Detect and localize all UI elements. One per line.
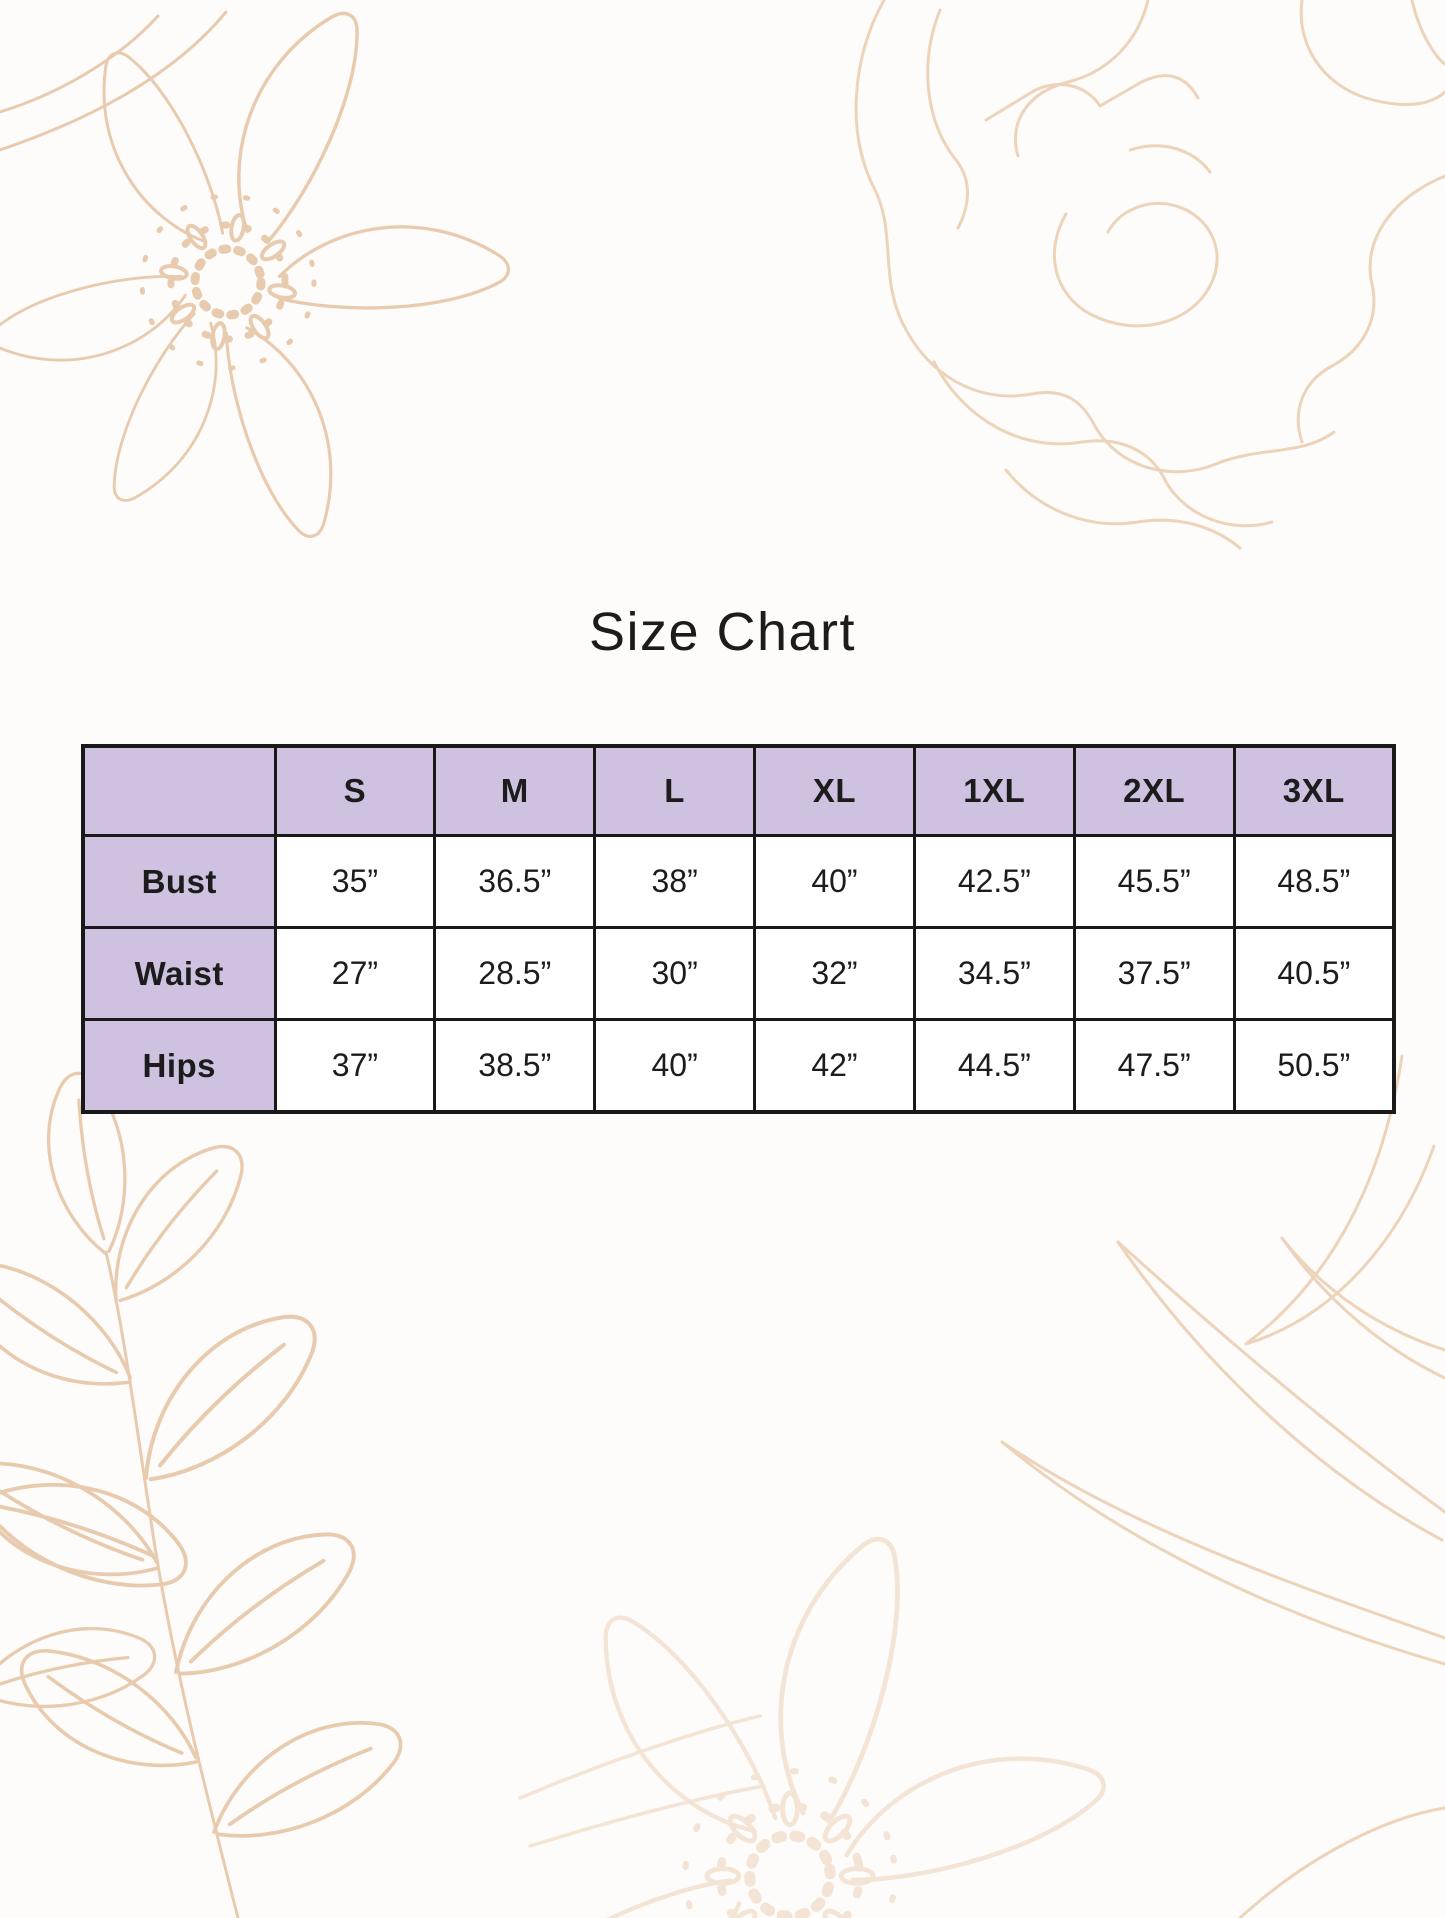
size-column-header: XL [753,744,916,837]
faint-clematis-flower-bottom-center-illustration [428,1487,1159,1918]
peony-flower-top-right-illustration [854,0,1445,550]
table-row-bust: Bust 35” 36.5” 38” 40” 42.5” 45.5” 48.5” [81,834,1396,929]
measurement-value-cell: 40.5” [1232,926,1396,1021]
size-column-header: 1XL [912,744,1076,837]
measurement-value-cell: 48.5” [1232,834,1396,929]
size-header-row: S M L XL 1XL 2XL 3XL [81,744,1396,837]
size-column-header: M [433,744,597,837]
measurement-value-cell: 37.5” [1072,926,1236,1021]
size-column-header: S [273,744,437,837]
measurement-value-cell: 38.5” [433,1018,597,1114]
measurement-value-cell: 28.5” [433,926,597,1021]
measurement-row-label: Waist [81,926,277,1021]
measurement-value-cell: 30” [593,926,757,1021]
measurement-value-cell: 50.5” [1232,1018,1396,1114]
measurement-value-cell: 32” [753,926,916,1021]
table-row-waist: Waist 27” 28.5” 30” 32” 34.5” 37.5” 40.5… [81,926,1396,1021]
measurement-value-cell: 45.5” [1072,834,1236,929]
measurement-value-cell: 42.5” [912,834,1076,929]
measurement-value-cell: 37” [273,1018,437,1114]
measurement-value-cell: 44.5” [912,1018,1076,1114]
measurement-value-cell: 40” [753,834,916,929]
measurement-value-cell: 40” [593,1018,757,1114]
size-column-header: L [593,744,757,837]
measurement-value-cell: 42” [753,1018,916,1114]
measurement-value-cell: 34.5” [912,926,1076,1021]
measurement-value-cell: 38” [593,834,757,929]
size-column-header: 2XL [1072,744,1236,837]
measurement-value-cell: 35” [273,834,437,929]
table-row-hips: Hips 37” 38.5” 40” 42” 44.5” 47.5” 50.5” [81,1018,1396,1114]
corner-cell [81,744,277,837]
leafy-branch-bottom-left-illustration [0,1066,419,1918]
measurement-value-cell: 27” [273,926,437,1021]
page-title: Size Chart [588,602,857,662]
size-chart-table: S M L XL 1XL 2XL 3XL Bust 35” 36.5” 38” … [81,744,1396,1114]
leaf-blades-bottom-right-illustration [1000,1054,1445,1918]
measurement-value-cell: 47.5” [1072,1018,1236,1114]
clematis-flower-top-left-illustration [0,0,514,547]
measurement-row-label: Hips [81,1018,277,1114]
measurement-row-label: Bust [81,834,277,929]
size-column-header: 3XL [1232,744,1396,837]
measurement-value-cell: 36.5” [433,834,597,929]
